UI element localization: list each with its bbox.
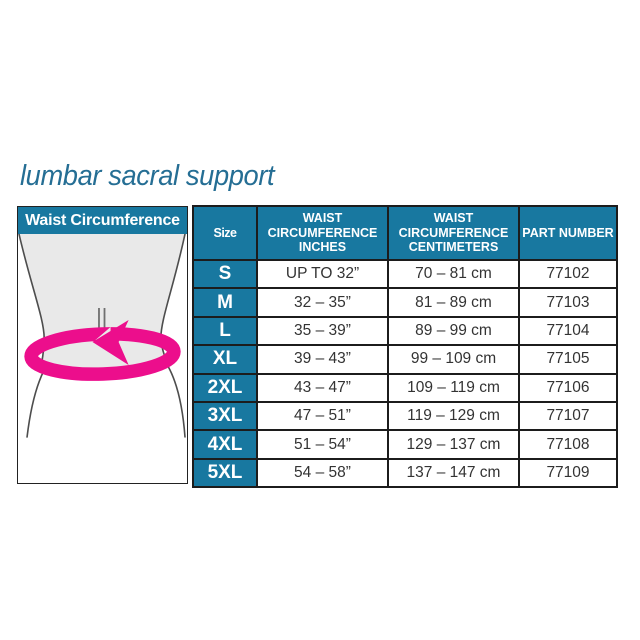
inches-cell: 51 – 54”: [256, 429, 389, 460]
table-row: 2XL 43 – 47” 109 – 119 cm 77106: [192, 372, 618, 403]
inches-cell: 43 – 47”: [256, 372, 389, 403]
arrow-head: [92, 320, 129, 365]
waist-circumference-panel: Waist Circumference: [17, 206, 188, 484]
part-number-cell: 77109: [518, 457, 618, 489]
inches-cell: 39 – 43”: [256, 344, 389, 375]
size-cell: 4XL: [192, 429, 258, 460]
inches-cell: 35 – 39”: [256, 315, 389, 347]
col-header-centimeters: WAIST CIRCUMFERENCE CENTIMETERS: [387, 205, 520, 261]
size-cell: S: [192, 258, 258, 290]
part-number-cell: 77107: [518, 400, 618, 432]
centimeters-cell: 137 – 147 cm: [387, 457, 520, 489]
part-number-cell: 77102: [518, 258, 618, 290]
table-row: 5XL 54 – 58” 137 – 147 cm 77109: [192, 457, 618, 489]
centimeters-cell: 129 – 137 cm: [387, 429, 520, 460]
centimeters-cell: 81 – 89 cm: [387, 287, 520, 318]
table-header-row: Size WAIST CIRCUMFERENCE INCHES WAIST CI…: [192, 205, 618, 261]
table-row: L 35 – 39” 89 – 99 cm 77104: [192, 315, 618, 347]
hip-outline-left: [26, 369, 45, 438]
table-row: XL 39 – 43” 99 – 109 cm 77105: [192, 344, 618, 375]
table-row: 3XL 47 – 51” 119 – 129 cm 77107: [192, 400, 618, 432]
col-header-part-number: PART NUMBER: [518, 205, 618, 261]
panel-header-label: Waist Circumference: [18, 207, 187, 234]
spine-lines: [98, 308, 106, 329]
col-header-size: Size: [192, 205, 258, 261]
inches-cell: UP TO 32”: [256, 258, 389, 290]
inches-cell: 54 – 58”: [256, 457, 389, 489]
size-cell: 2XL: [192, 372, 258, 403]
size-cell: 5XL: [192, 457, 258, 489]
size-cell: L: [192, 315, 258, 347]
measuring-arrow-icon: [24, 320, 181, 381]
part-number-cell: 77106: [518, 372, 618, 403]
table-row: 4XL 51 – 54” 129 – 137 cm 77108: [192, 429, 618, 460]
page-title: lumbar sacral support: [20, 160, 275, 192]
size-cell: 3XL: [192, 400, 258, 432]
waist-measurement-illustration: [18, 234, 186, 438]
part-number-cell: 77104: [518, 315, 618, 347]
hip-outline-right: [167, 365, 186, 438]
part-number-cell: 77103: [518, 287, 618, 318]
inches-cell: 47 – 51”: [256, 400, 389, 432]
centimeters-cell: 99 – 109 cm: [387, 344, 520, 375]
table-row: S UP TO 32” 70 – 81 cm 77102: [192, 258, 618, 290]
centimeters-cell: 119 – 129 cm: [387, 400, 520, 432]
size-cell: XL: [192, 344, 258, 375]
centimeters-cell: 70 – 81 cm: [387, 258, 520, 290]
col-header-inches: WAIST CIRCUMFERENCE INCHES: [256, 205, 389, 261]
torso-shape: [19, 234, 185, 378]
table-row: M 32 – 35” 81 – 89 cm 77103: [192, 287, 618, 318]
centimeters-cell: 109 – 119 cm: [387, 372, 520, 403]
part-number-cell: 77105: [518, 344, 618, 375]
size-chart-table: Size WAIST CIRCUMFERENCE INCHES WAIST CI…: [192, 205, 618, 489]
centimeters-cell: 89 – 99 cm: [387, 315, 520, 347]
inches-cell: 32 – 35”: [256, 287, 389, 318]
part-number-cell: 77108: [518, 429, 618, 460]
size-cell: M: [192, 287, 258, 318]
